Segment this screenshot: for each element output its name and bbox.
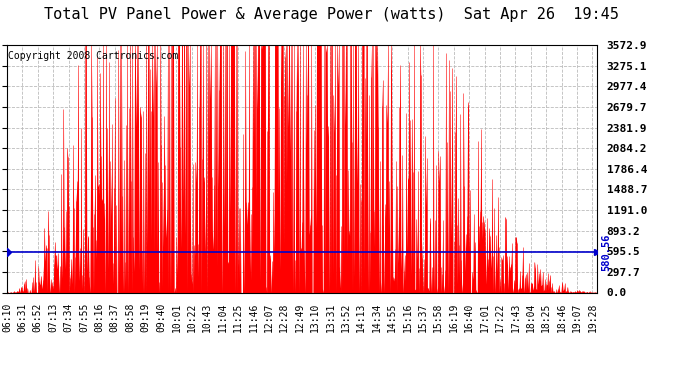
Text: Total PV Panel Power & Average Power (watts)  Sat Apr 26  19:45: Total PV Panel Power & Average Power (wa… <box>43 8 619 22</box>
Text: Copyright 2008 Cartronics.com: Copyright 2008 Cartronics.com <box>8 51 179 61</box>
Text: 580.56: 580.56 <box>0 234 2 271</box>
Text: 580.56: 580.56 <box>602 234 611 271</box>
